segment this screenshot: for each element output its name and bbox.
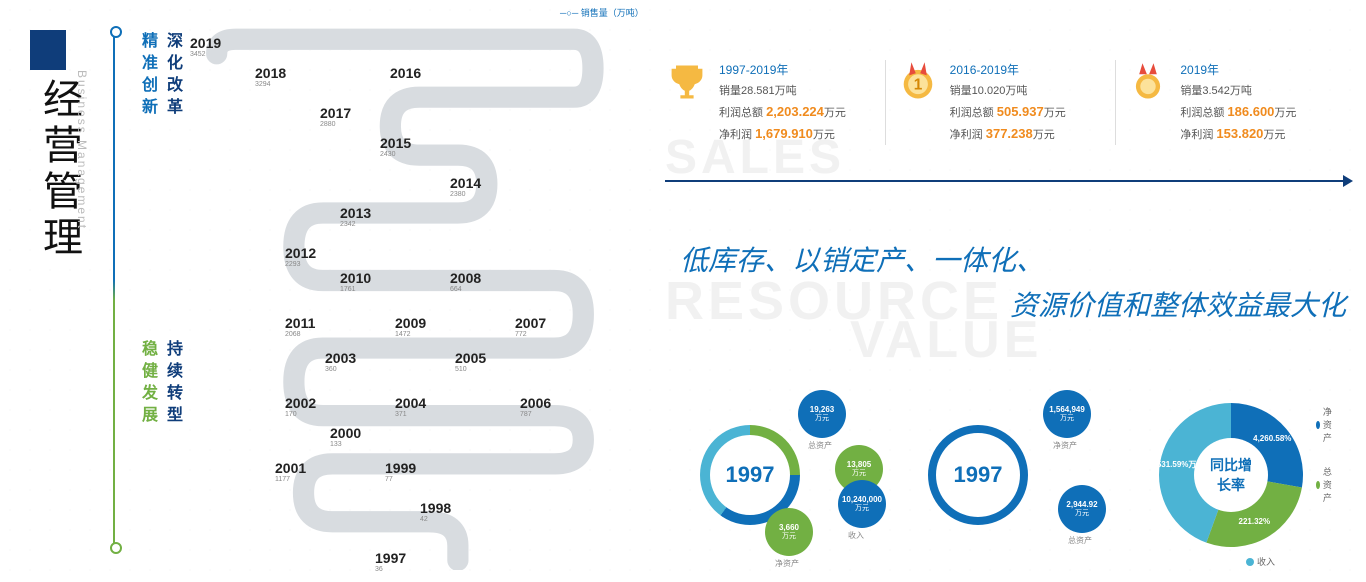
timeline-year-2013: 20132342	[340, 205, 371, 228]
phrase-innovation: 精准创新	[135, 32, 159, 120]
stat-period: 2019年	[1180, 60, 1296, 80]
title-english: Business Management	[75, 70, 89, 230]
bottom-charts: 1997 19,263万元总资产13,805万元收入3,660万元净资产 199…	[650, 385, 1366, 565]
timeline-year-1999: 199977	[385, 460, 416, 483]
slogan-line2: 资源价值和整体效益最大化	[680, 285, 1346, 330]
timeline-year-2004: 2004371	[395, 395, 426, 418]
stat-volume: 销量3.542万吨	[1180, 82, 1296, 101]
ring2-year: 1997	[954, 462, 1003, 488]
stat-block: 1997-2019年销量28.581万吨利润总额 2,203.224万元净利润 …	[665, 60, 886, 145]
horizontal-arrow	[665, 180, 1351, 182]
slogan-line1: 低库存、以销定产、一体化、	[680, 246, 1044, 277]
timeline-year-2008: 2008664	[450, 270, 481, 293]
data-bubble: 2,944.92万元	[1058, 485, 1106, 533]
timeline-year-2001: 20011177	[275, 460, 306, 483]
title-accent-bar	[30, 30, 66, 70]
bubble-label: 总资产	[808, 440, 832, 451]
data-bubble: 19,263万元	[798, 390, 846, 438]
timeline-year-2003: 2003360	[325, 350, 356, 373]
stat-block: 2019年销量3.542万吨利润总额 186.600万元净利润 153.820万…	[1126, 60, 1346, 145]
stat-volume: 销量28.581万吨	[719, 82, 846, 101]
vertical-divider	[113, 30, 115, 550]
timeline-year-2011: 20112068	[285, 315, 315, 338]
bubble-label: 净资产	[1053, 440, 1077, 451]
phrase-steady: 稳健发展	[135, 340, 159, 428]
stat-profit-total: 利润总额 505.937万元	[950, 101, 1066, 123]
trophy-icon	[665, 60, 709, 104]
stat-net-profit: 净利润 1,679.910万元	[719, 123, 846, 145]
pie-legend-item: 总资产	[1316, 465, 1336, 504]
timeline-year-2018: 20183294	[255, 65, 286, 88]
ring-chart-1997-right: 1997 1,564,949万元净资产2,944.92万元总资产10,240,0…	[898, 390, 1146, 560]
timeline-year-2010: 20101761	[340, 270, 371, 293]
timeline-year-2015: 20152430	[380, 135, 411, 158]
timeline-year-2005: 2005510	[455, 350, 486, 373]
bubble-label: 净资产	[775, 558, 799, 569]
pie-legend-item: 收入	[1246, 555, 1275, 568]
svg-text:1: 1	[913, 77, 922, 94]
timeline-year-2017: 20172880	[320, 105, 351, 128]
timeline-year-2006: 2006787	[520, 395, 551, 418]
timeline-year-2019: 20193452	[190, 35, 221, 58]
timeline-snake-chart: 20193452 20183294 2016 20172880 20152430 2014…	[180, 20, 620, 570]
stat-period: 1997-2019年	[719, 60, 846, 80]
pie-slice-label: 4,260.58%	[1253, 434, 1291, 443]
slogan-text: 低库存、以销定产、一体化、 资源价值和整体效益最大化	[680, 240, 1346, 330]
timeline-year-2016: 2016	[390, 65, 421, 81]
timeline-year-2002: 2002170	[285, 395, 316, 418]
stat-period: 2016-2019年	[950, 60, 1066, 80]
data-bubble: 10,240,000万元	[838, 480, 886, 528]
pie-slice-label: 221.32%	[1239, 517, 1271, 526]
bubble-label: 收入	[848, 530, 864, 541]
medal2-icon	[1126, 60, 1170, 104]
timeline-year-2007: 2007772	[515, 315, 546, 338]
pie-slice-label: 531.59%万元	[1157, 459, 1205, 470]
medal1-icon: 1	[896, 60, 940, 104]
bubble-label: 总资产	[1068, 535, 1092, 546]
timeline-year-2012: 20122293	[285, 245, 316, 268]
growth-pie-chart: 同比增 长率 4,260.58%221.32%531.59%万元净资产总资产收入	[1156, 400, 1306, 550]
ring1-year: 1997	[726, 462, 775, 488]
timeline-year-2009: 20091472	[395, 315, 426, 338]
page-title-block: 经营管理	[30, 30, 70, 262]
stat-net-profit: 净利润 153.820万元	[1180, 123, 1296, 145]
stat-volume: 销量10.020万吨	[950, 82, 1066, 101]
timeline-year-2000: 2000133	[330, 425, 361, 448]
pie-legend-item: 净资产	[1316, 405, 1336, 444]
stat-net-profit: 净利润 377.238万元	[950, 123, 1066, 145]
timeline-year-2014: 20142380	[450, 175, 481, 198]
timeline-year-1997: 199736	[375, 550, 406, 573]
stats-row: 1997-2019年销量28.581万吨利润总额 2,203.224万元净利润 …	[665, 60, 1346, 145]
data-bubble: 1,564,949万元	[1043, 390, 1091, 438]
pie-center-label: 同比增 长率	[1194, 438, 1268, 512]
stat-profit-total: 利润总额 186.600万元	[1180, 101, 1296, 123]
data-bubble: 3,660万元	[765, 508, 813, 556]
stat-profit-total: 利润总额 2,203.224万元	[719, 101, 846, 123]
stat-block: 1 2016-2019年销量10.020万吨利润总额 505.937万元净利润 3…	[896, 60, 1117, 145]
chart-legend: ─○─ 销售量（万吨）	[560, 6, 640, 19]
timeline-year-1998: 199842	[420, 500, 451, 523]
